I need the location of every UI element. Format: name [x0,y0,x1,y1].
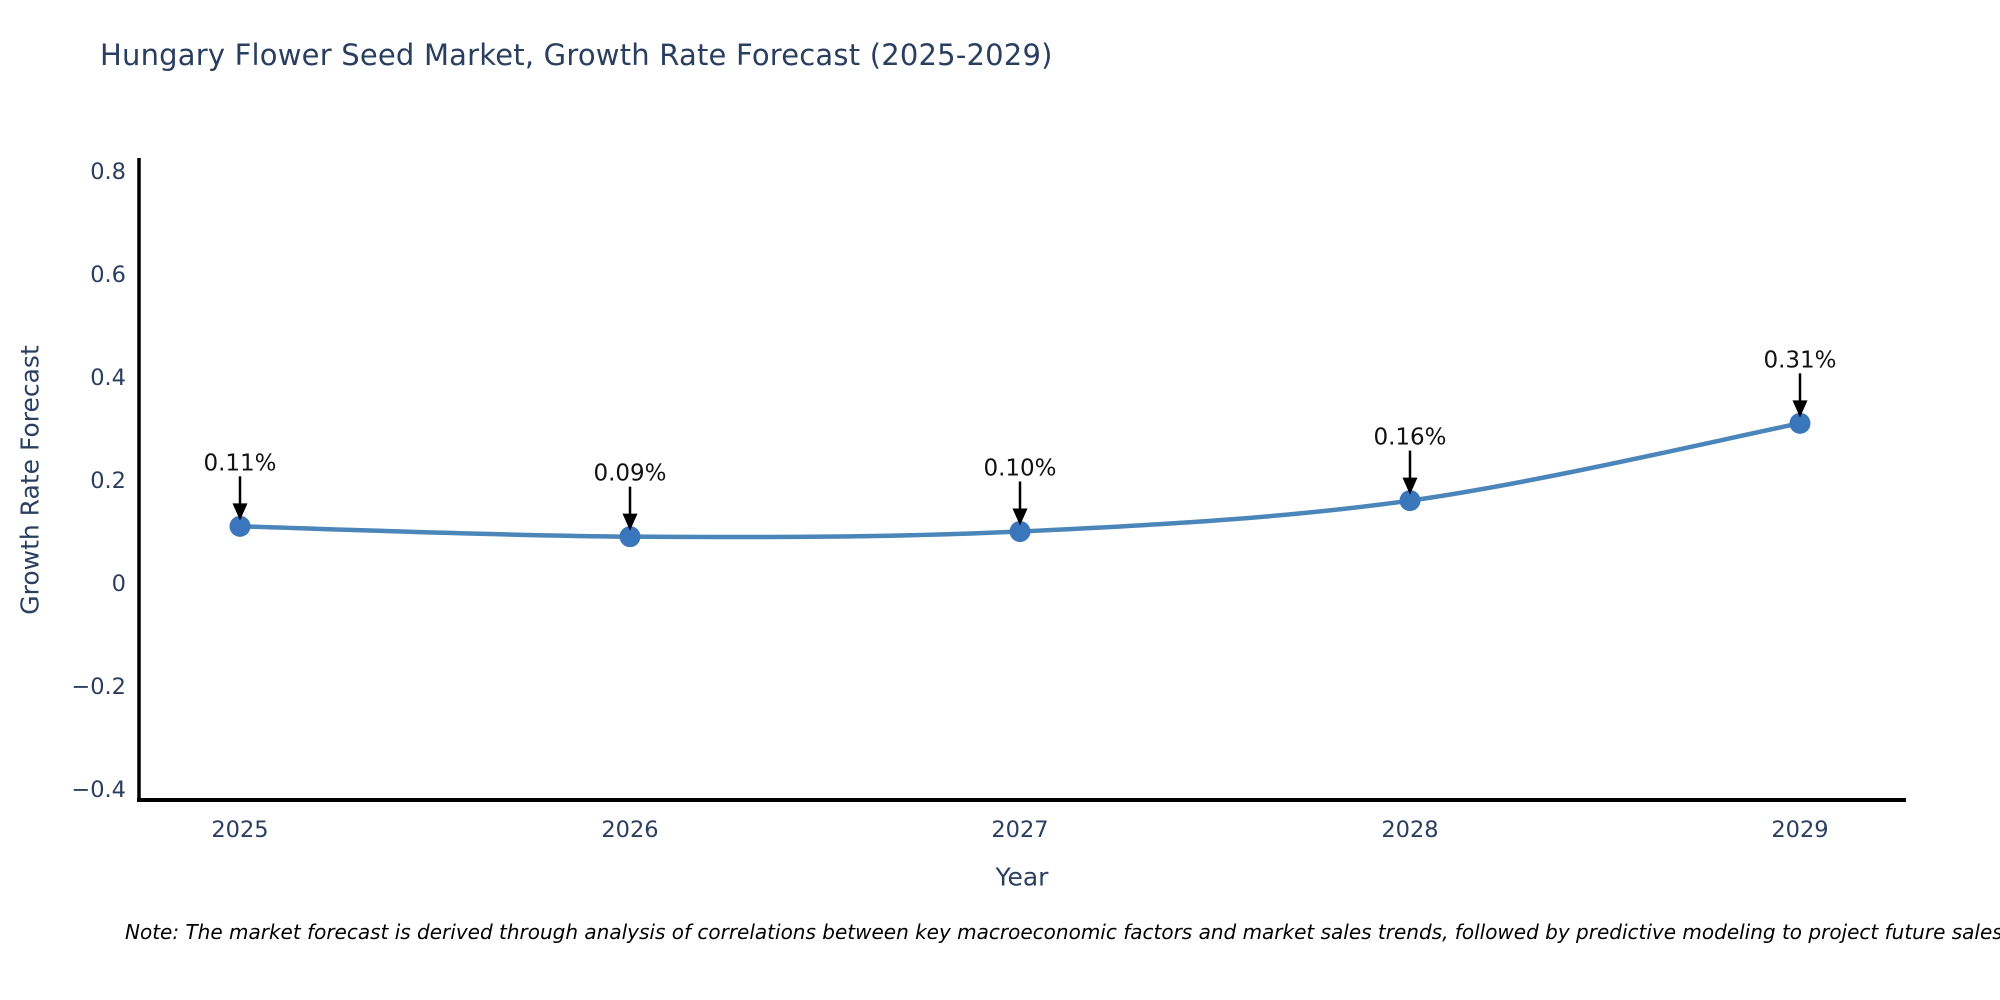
annotation-value-label: 0.11% [203,450,276,476]
annotation-value-label: 0.16% [1373,425,1446,451]
y-tick-label: 0.8 [90,159,126,185]
chart-title: Hungary Flower Seed Market, Growth Rate … [100,38,1053,72]
x-tick-label: 2025 [211,817,268,843]
x-axis-title: Year [995,862,1049,892]
data-point-marker [1399,490,1421,512]
y-tick-label: −0.4 [71,777,126,803]
data-point-marker [229,515,251,537]
annotation-value-label: 0.09% [593,461,666,487]
data-point-marker [1789,412,1811,434]
x-tick-label: 2028 [1381,817,1438,843]
x-tick-label: 2026 [601,817,658,843]
annotation-arrowhead-icon [622,513,638,531]
y-tick-label: 0.6 [90,262,126,288]
y-tick-label: −0.2 [71,674,126,700]
annotation-arrowhead-icon [232,503,248,521]
y-tick-label: 0.4 [90,365,126,391]
footnote: Note: The market forecast is derived thr… [125,920,2000,944]
data-point-marker [619,526,641,548]
y-tick-label: 0.2 [90,468,126,494]
x-tick-label: 2027 [991,817,1048,843]
data-point-marker [1009,521,1031,542]
annotation-arrowhead-icon [1012,508,1028,526]
x-tick-label: 2029 [1771,817,1828,843]
annotation-arrowhead-icon [1792,400,1808,418]
annotation-arrowhead-icon [1402,477,1418,495]
annotation-value-label: 0.31% [1763,347,1836,373]
annotation-value-label: 0.10% [983,456,1056,482]
y-tick-label: 0 [112,571,126,597]
